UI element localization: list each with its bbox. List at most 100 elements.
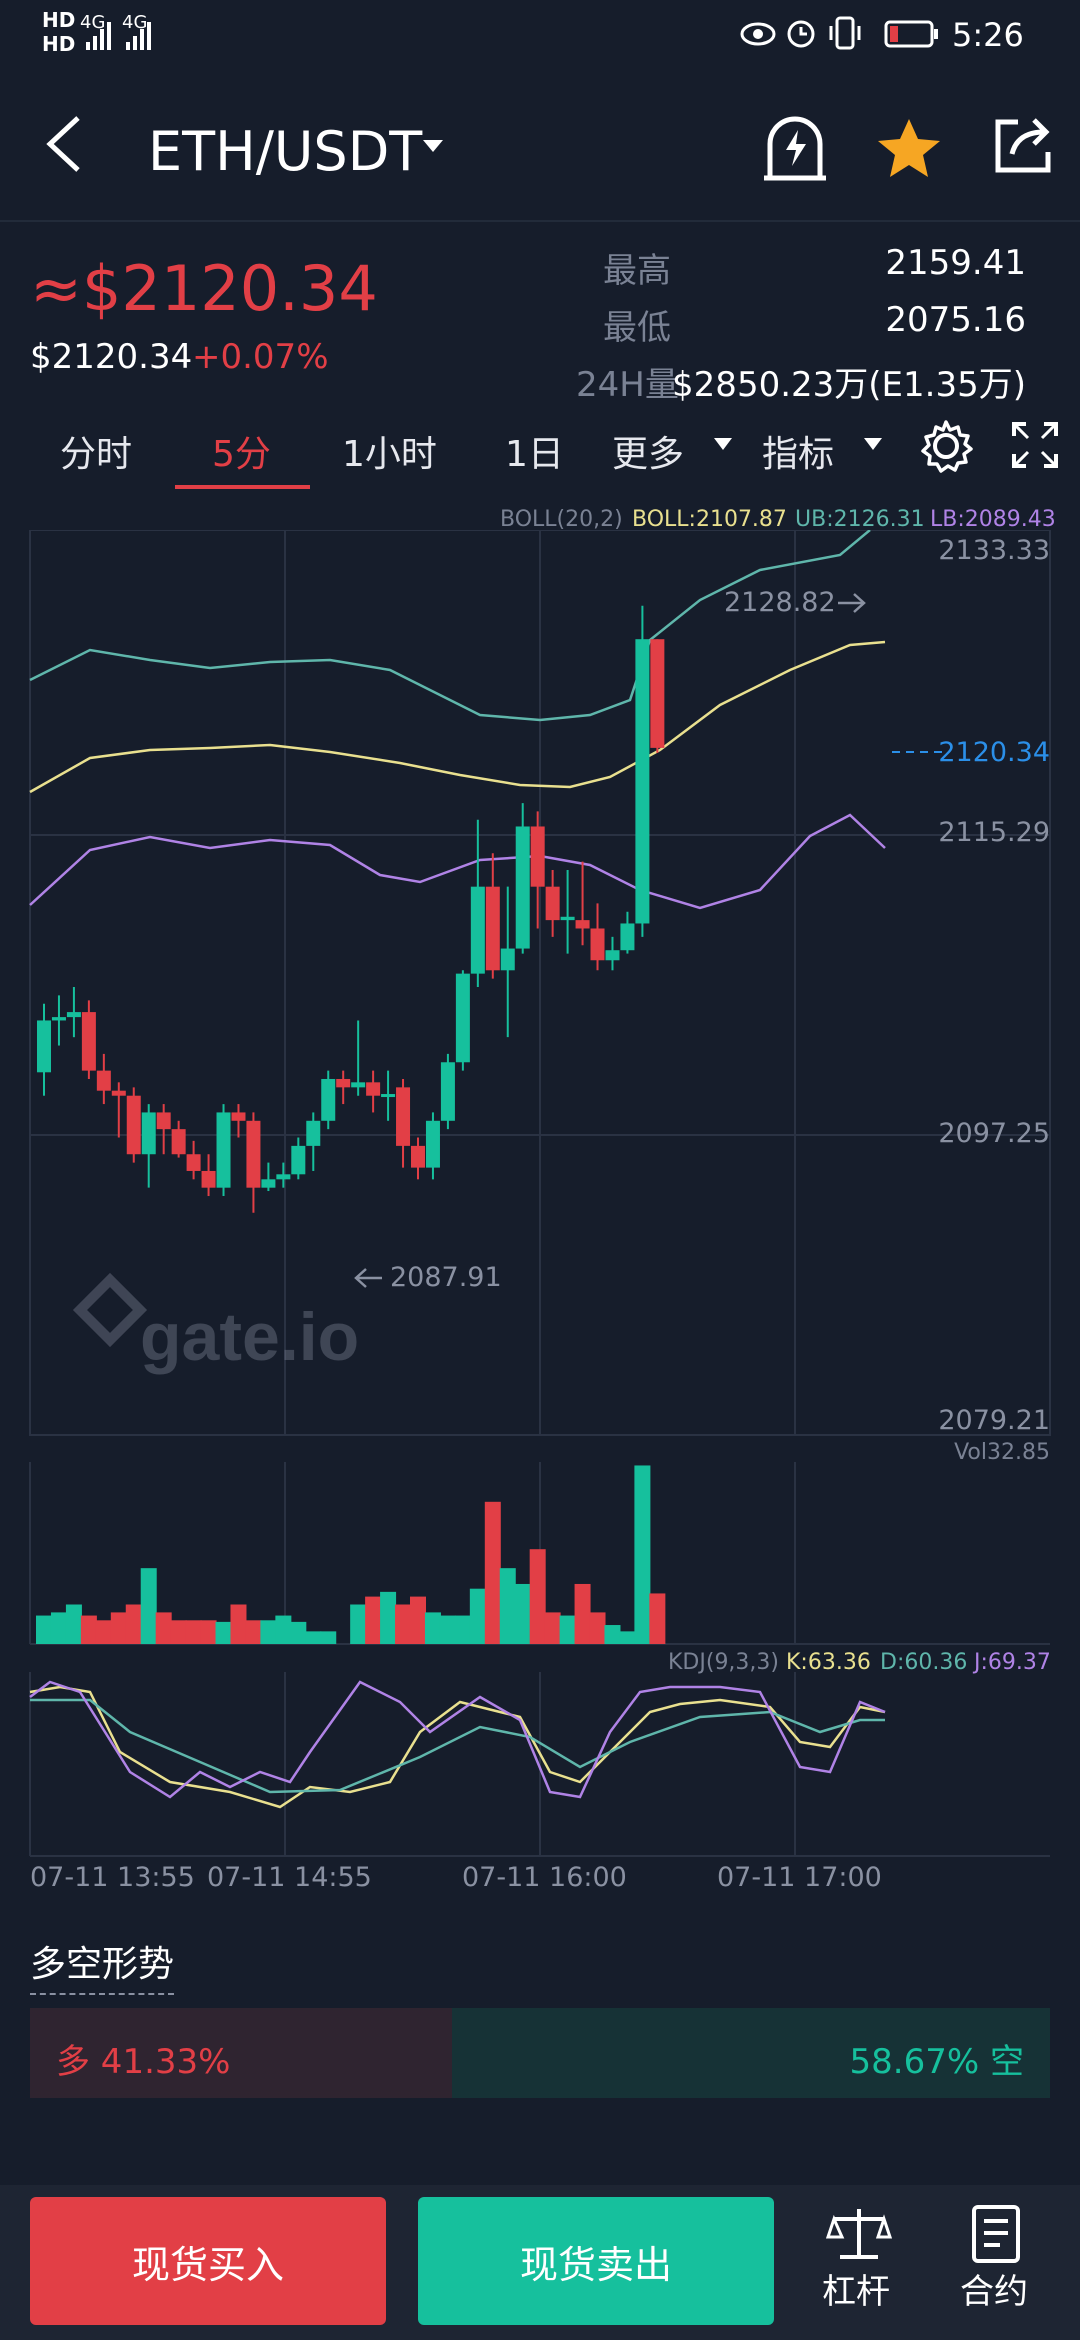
- long-ratio-label: 多 41.33%: [56, 2042, 231, 2082]
- candle-body: [306, 1120, 321, 1146]
- candle-body: [650, 639, 665, 748]
- volume-bar: [469, 1588, 486, 1644]
- kdj-legend: KDJ(9,3,3): [668, 1650, 779, 1675]
- boll-mid-value: BOLL:2107.87: [632, 507, 787, 532]
- candle-body: [560, 916, 575, 921]
- favorite-star-icon[interactable]: [875, 115, 943, 179]
- more-dropdown-icon[interactable]: [712, 436, 734, 452]
- volume-bar: [649, 1593, 666, 1644]
- candle-body: [485, 886, 500, 971]
- volume-bar: [215, 1621, 232, 1644]
- min-price-marker: 2087.91: [390, 1262, 502, 1293]
- volume-bar: [634, 1465, 651, 1644]
- last-price-label: 2120.34: [938, 737, 1050, 768]
- tab-indicator[interactable]: 指标: [762, 434, 835, 475]
- volume-bar: [290, 1621, 307, 1644]
- candle-body: [111, 1090, 126, 1096]
- watermark-text: gate.io: [140, 1299, 359, 1375]
- candle-body: [411, 1145, 425, 1168]
- back-arrow-icon[interactable]: [40, 112, 84, 176]
- volume-bar: [320, 1631, 337, 1644]
- tab-more[interactable]: 更多: [612, 434, 685, 475]
- volume-bar: [365, 1596, 382, 1644]
- candle-body: [530, 826, 545, 887]
- volume-bar: [454, 1615, 471, 1644]
- max-price-marker: 2128.82: [724, 587, 836, 618]
- volume-chart: [29, 1462, 1050, 1645]
- volume-bar: [604, 1625, 621, 1644]
- high-label: 最高: [603, 251, 671, 291]
- settings-gear-icon[interactable]: [918, 418, 974, 474]
- tab-time-share[interactable]: 分时: [60, 434, 133, 475]
- sentiment-title[interactable]: 多空形势: [30, 1935, 175, 1995]
- boll-lower-value: LB:2089.43: [930, 507, 1056, 532]
- volume-bar: [80, 1615, 97, 1644]
- fullscreen-icon[interactable]: [1010, 420, 1060, 470]
- candle-body: [246, 1120, 261, 1188]
- gate-logo-watermark: gate.io: [72, 1272, 359, 1375]
- candle-body: [216, 1112, 231, 1188]
- volume-value: $2850.23万(E1.35万): [672, 365, 1026, 405]
- indicator-dropdown-icon[interactable]: [862, 436, 884, 452]
- candle-body: [156, 1112, 171, 1130]
- candlestick-chart[interactable]: gate.io: [0, 530, 1080, 1440]
- candle-body: [96, 1070, 111, 1091]
- status-bar: HD HD 4G 4G 5:26: [0, 0, 1080, 70]
- contract-label[interactable]: 合约: [960, 2272, 1028, 2312]
- candle-body: [171, 1129, 186, 1155]
- candle-body: [396, 1087, 411, 1146]
- candle-body: [186, 1154, 201, 1171]
- tab-1hour[interactable]: 1小时: [342, 434, 437, 475]
- volume-bar: [514, 1583, 531, 1644]
- volume-bar: [275, 1615, 292, 1644]
- candle-body: [66, 1012, 81, 1018]
- kdj-d-line: [30, 1698, 885, 1794]
- volume-bar: [305, 1631, 322, 1644]
- y-axis-bottom-label: 2079.21: [938, 1405, 1050, 1436]
- candle-body: [425, 1120, 440, 1168]
- leverage-scale-icon[interactable]: [826, 2205, 892, 2263]
- candle-body: [126, 1095, 141, 1155]
- candle-body: [455, 973, 470, 1063]
- volume-bar: [529, 1549, 546, 1644]
- battery-icon: [884, 20, 938, 48]
- network-2-label: 4G: [122, 12, 148, 33]
- volume-bar: [65, 1604, 82, 1644]
- kdj-k-value: K:63.36: [786, 1650, 871, 1675]
- volume-bar: [499, 1568, 516, 1644]
- share-icon[interactable]: [990, 112, 1056, 178]
- sim-1-label: HD: [42, 8, 76, 32]
- candle-body: [51, 1017, 66, 1021]
- spot-sell-button[interactable]: 现货卖出: [418, 2197, 774, 2325]
- kdj-j-value: J:69.37: [974, 1650, 1051, 1675]
- sim-2-label: HD: [42, 32, 76, 56]
- candle-body: [336, 1078, 351, 1088]
- tab-5min[interactable]: 5分: [212, 434, 271, 475]
- volume-bar: [36, 1615, 52, 1644]
- candle-body: [291, 1145, 306, 1175]
- tab-1day[interactable]: 1日: [505, 434, 564, 475]
- volume-bar: [559, 1615, 576, 1644]
- short-ratio-label: 58.67% 空: [849, 2042, 1024, 2082]
- short-ratio-fill: [452, 2008, 1050, 2098]
- leverage-label[interactable]: 杠杆: [822, 2272, 890, 2312]
- volume-legend: Vol32.85: [954, 1440, 1050, 1465]
- candle-body: [81, 1012, 96, 1071]
- contract-doc-icon[interactable]: [968, 2203, 1024, 2265]
- boll-upper-value: UB:2126.31: [795, 507, 925, 532]
- price-alert-icon[interactable]: [760, 110, 830, 184]
- volume-bar: [544, 1612, 561, 1644]
- pair-title[interactable]: ETH/USDT: [148, 120, 423, 183]
- spot-buy-button[interactable]: 现货买入: [30, 2197, 386, 2325]
- max-marker-arrow-icon: [838, 593, 866, 613]
- status-time: 5:26: [952, 16, 1024, 54]
- volume-bar: [439, 1615, 456, 1644]
- candle-body: [351, 1082, 366, 1088]
- pair-dropdown-icon[interactable]: [420, 136, 446, 156]
- boll-mid-line: [29, 640, 886, 794]
- y-axis-mid1-label: 2115.29: [938, 817, 1050, 848]
- alarm-icon: [787, 20, 815, 48]
- candle-body: [276, 1174, 291, 1180]
- min-marker-arrow-icon: [354, 1268, 382, 1288]
- current-price: ≈$2120.34: [30, 252, 378, 325]
